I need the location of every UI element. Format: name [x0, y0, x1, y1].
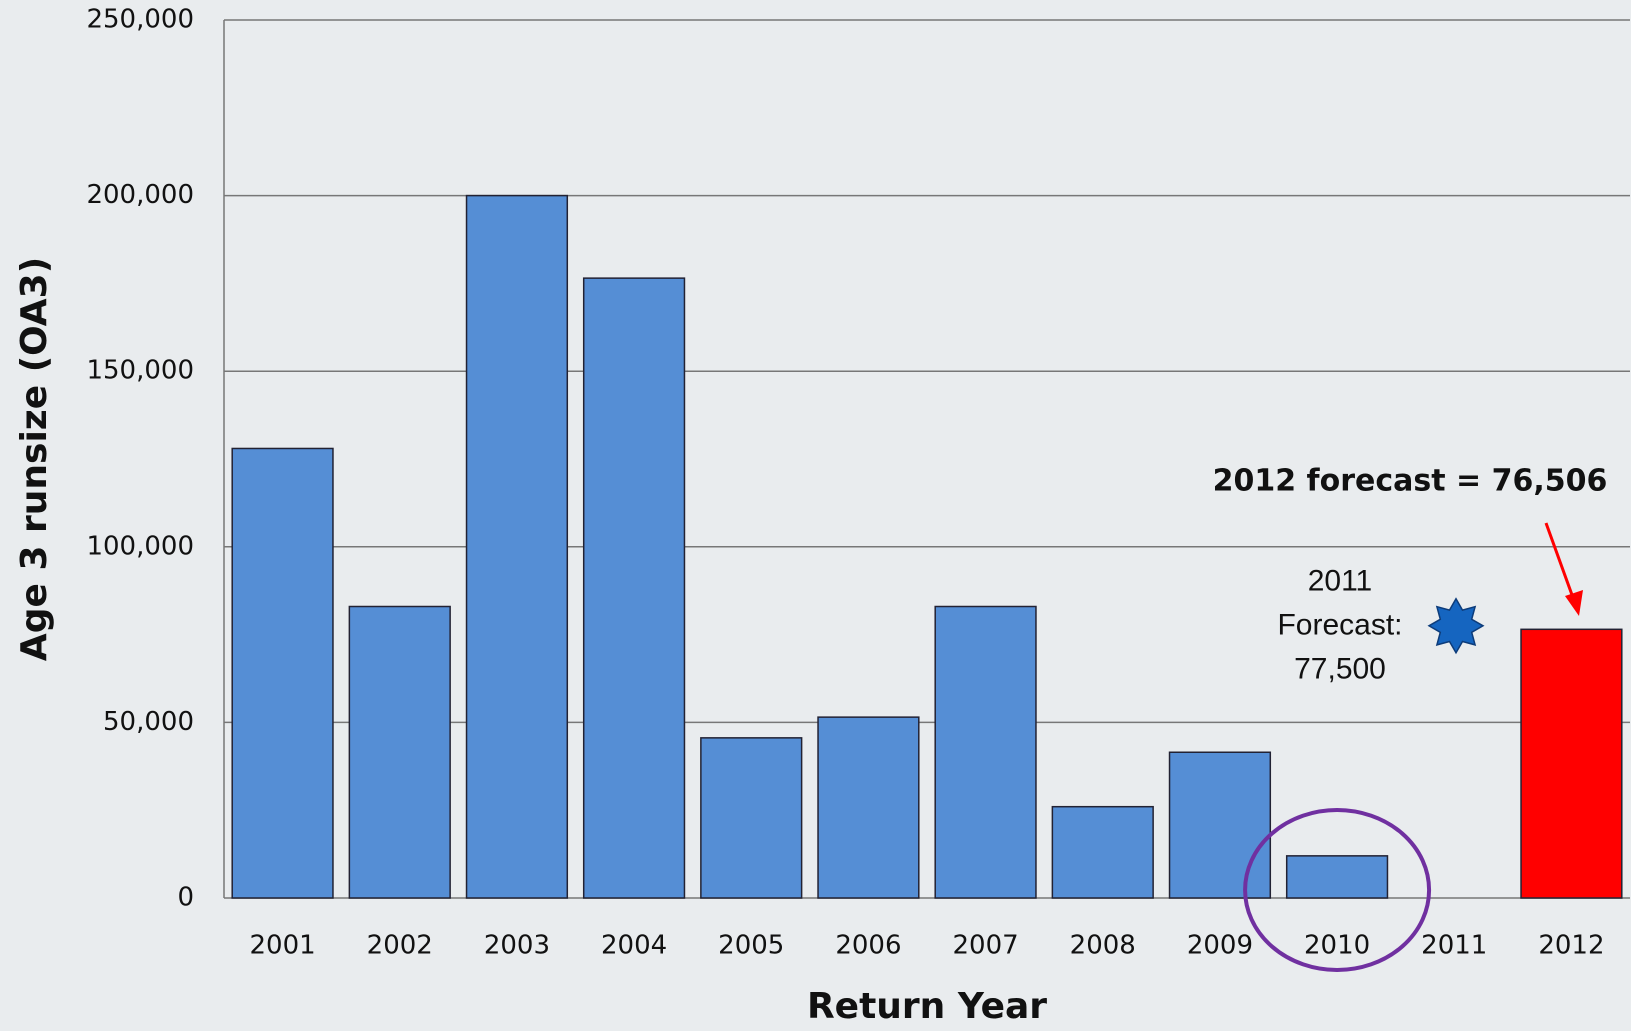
x-tick-label: 2012	[1538, 931, 1604, 961]
bar	[582, 277, 686, 899]
bar	[1285, 855, 1389, 899]
forecast-2011-label: 77,500	[1294, 653, 1386, 686]
bar	[817, 716, 920, 899]
bar	[934, 605, 1037, 899]
x-tick-label: 2006	[835, 931, 901, 961]
bar	[1520, 628, 1623, 899]
x-tick-label: 2011	[1421, 931, 1487, 961]
y-tick-label: 0	[177, 883, 194, 913]
x-tick-label: 2008	[1070, 931, 1136, 961]
arrow-line	[1544, 522, 1578, 607]
forecast-2011-label: Forecast:	[1277, 609, 1402, 642]
x-axis-title: Return Year	[807, 986, 1047, 1027]
y-axis-title: Age 3 runsize (OA3)	[14, 257, 55, 661]
y-tick-label: 50,000	[103, 707, 194, 737]
x-tick-label: 2007	[952, 931, 1018, 961]
arrow-head	[1565, 590, 1583, 616]
y-tick-label: 100,000	[86, 531, 194, 561]
bar	[1051, 805, 1154, 899]
forecast-2012-label: 2012 forecast = 76,506	[1213, 464, 1608, 499]
bar	[231, 447, 334, 899]
bar	[465, 194, 569, 899]
bar	[700, 737, 803, 899]
y-tick-label: 200,000	[86, 180, 194, 210]
forecast-star	[1427, 597, 1485, 655]
bar	[1168, 751, 1272, 899]
x-tick-label: 2003	[484, 931, 550, 961]
x-tick-label: 2002	[367, 931, 433, 961]
y-tick-label: 250,000	[86, 5, 194, 35]
x-tick-label: 2005	[718, 931, 784, 961]
highlight-circle	[1243, 808, 1432, 972]
bar	[348, 605, 451, 899]
x-tick-label: 2009	[1187, 931, 1253, 961]
x-tick-label: 2010	[1304, 931, 1370, 961]
x-tick-label: 2004	[601, 931, 667, 961]
x-tick-label: 2001	[249, 931, 315, 961]
forecast-2011-label: 2011	[1308, 565, 1373, 598]
y-tick-label: 150,000	[86, 356, 194, 386]
